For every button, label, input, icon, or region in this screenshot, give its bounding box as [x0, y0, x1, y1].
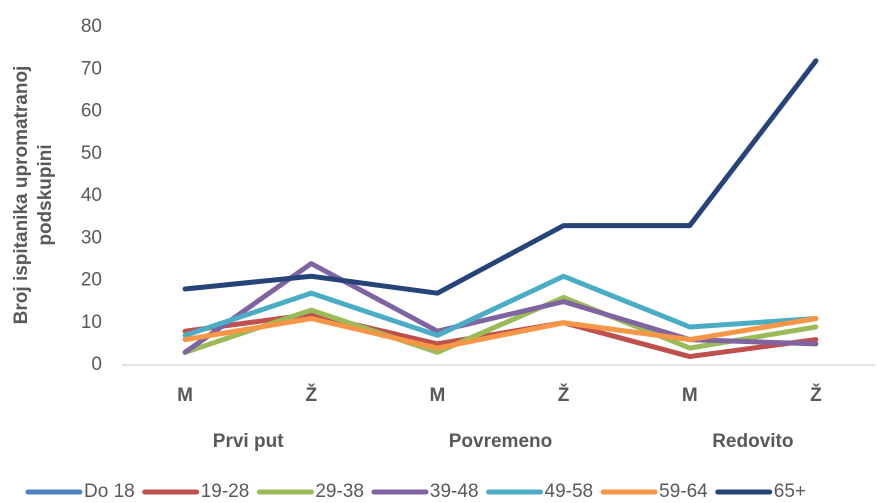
x-tick-label: M	[682, 385, 698, 406]
series-line	[182, 294, 819, 355]
x-tick-label: Ž	[810, 384, 822, 406]
y-tick-label: 40	[81, 185, 102, 206]
y-tick-label: 80	[81, 16, 102, 37]
legend-label: 59-64	[659, 481, 708, 502]
group-label: Redovito	[712, 431, 793, 452]
group-label: Prvi put	[213, 431, 284, 452]
y-tick-label: 30	[81, 227, 102, 248]
series-line	[182, 316, 819, 351]
x-tick-label: Ž	[305, 384, 317, 406]
y-tick-label: 50	[81, 143, 102, 164]
y-tick-label: 70	[81, 58, 102, 79]
group-label: Povremeno	[449, 431, 552, 452]
legend-label: Do 18	[84, 481, 135, 502]
y-tick-label: 60	[81, 101, 102, 122]
y-axis-label-group: Broj ispitanika upromatranoj podskupini	[11, 66, 56, 325]
y-tick-label: 10	[81, 312, 102, 333]
y-tick-label: 20	[81, 270, 102, 291]
x-tick-label: Ž	[558, 384, 570, 406]
y-axis-label: Broj ispitanika upromatranoj	[11, 66, 32, 325]
y-axis-label: podskupini	[35, 144, 56, 245]
series-line	[182, 58, 819, 296]
x-tick-label: M	[177, 385, 193, 406]
legend-label: 65+	[774, 481, 806, 502]
series-line	[182, 273, 819, 338]
x-tick-label: M	[430, 385, 446, 406]
legend-label: 49-58	[545, 481, 594, 502]
legend-label: 29-38	[315, 481, 364, 502]
legend-label: 39-48	[430, 481, 479, 502]
y-tick-label: 0	[91, 354, 102, 375]
legend-label: 19-28	[201, 481, 250, 502]
